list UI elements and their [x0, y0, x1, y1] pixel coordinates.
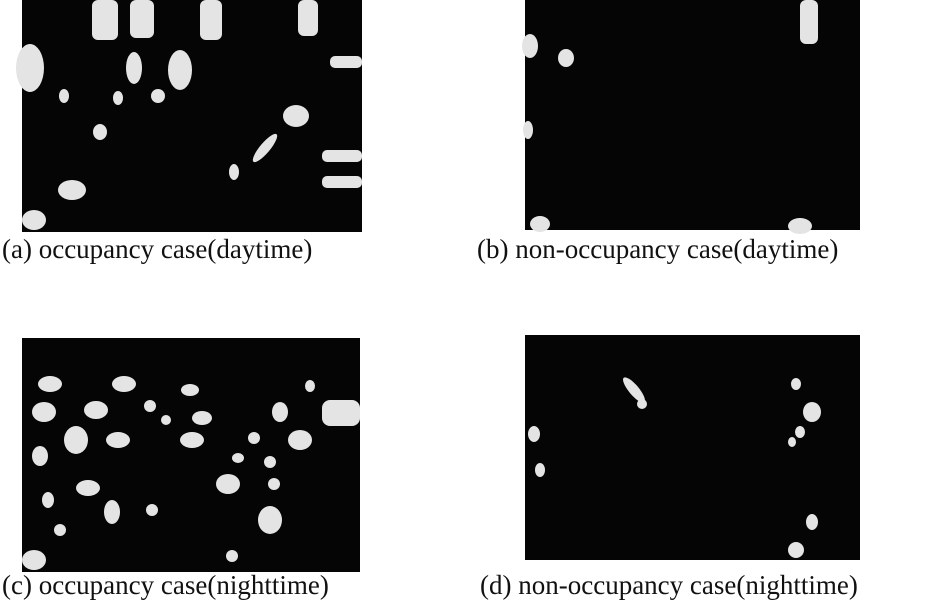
panel-a-image — [16, 0, 362, 232]
panel-caption: (b) non-occupancy case(daytime) — [477, 234, 838, 264]
panel-b-image — [522, 0, 860, 234]
figure: (a) occupancy case(daytime) (b) non-occu… — [0, 0, 937, 608]
panel-caption: (d) non-occupancy case(nighttime) — [480, 570, 858, 600]
panel-caption: (a) occupancy case(daytime) — [2, 234, 312, 264]
panel-c-image — [22, 338, 360, 572]
page: (a) occupancy case(daytime) (b) non-occu… — [0, 0, 937, 608]
panel-d-image — [525, 335, 860, 560]
panel-caption: (c) occupancy case(nighttime) — [2, 570, 329, 600]
